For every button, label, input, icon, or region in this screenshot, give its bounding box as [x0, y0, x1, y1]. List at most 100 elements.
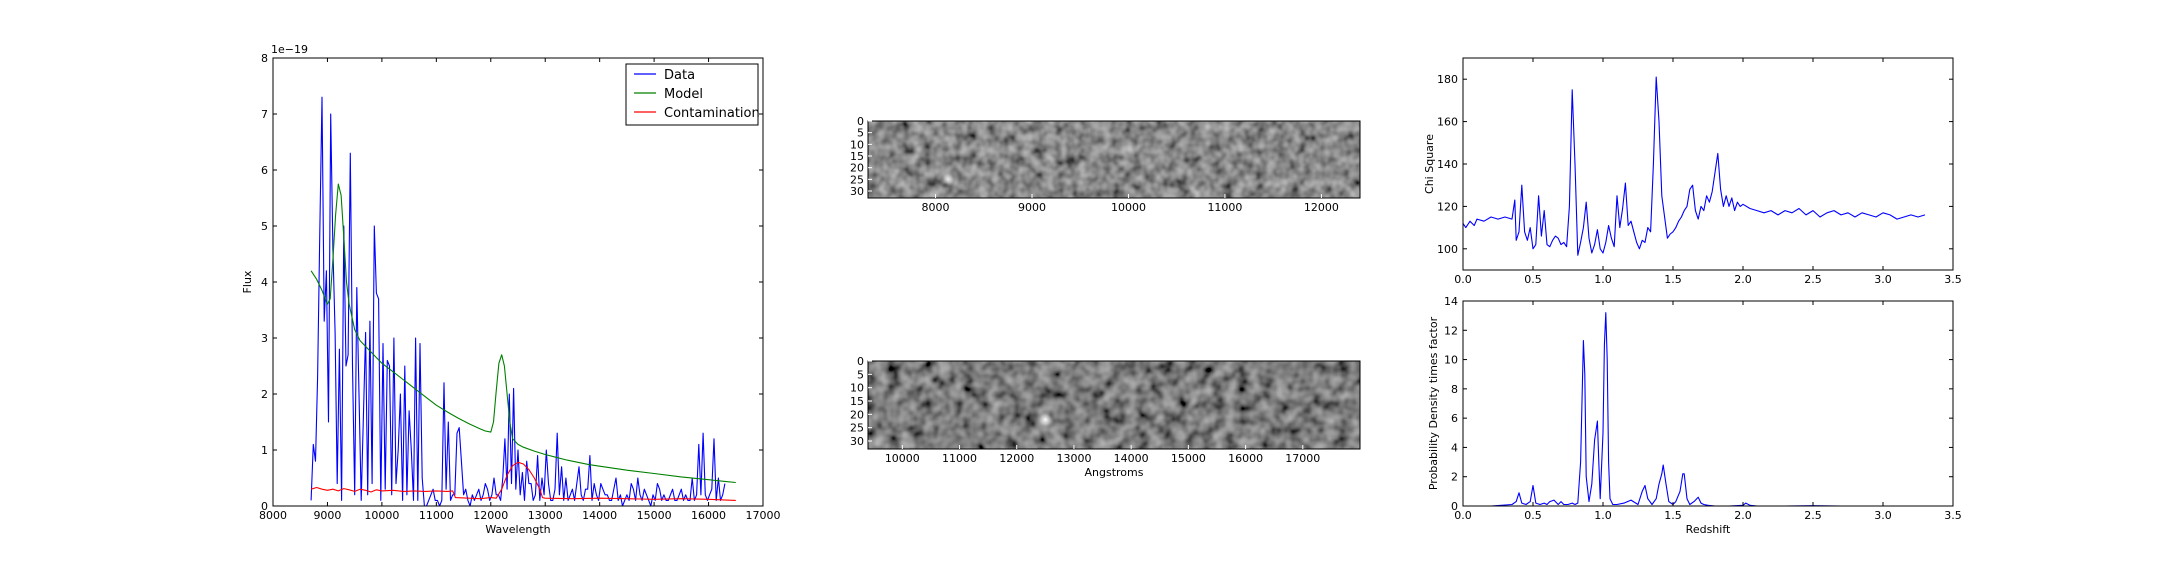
data-series-line	[1463, 312, 1925, 507]
y-tick-label: 30	[850, 185, 864, 198]
x-tick-label: 0.0	[1454, 509, 1472, 522]
x-tick-label: 15000	[637, 509, 672, 522]
y-tick-label: 10	[850, 138, 864, 151]
x-axis-label: Redshift	[1686, 523, 1731, 536]
y-tick-label: 12	[1444, 324, 1458, 337]
y-tick-label: 3	[261, 332, 268, 345]
legend-entry: Model	[664, 87, 703, 102]
x-tick-label: 11000	[1207, 201, 1242, 214]
stamp-frame	[867, 120, 1361, 199]
y-tick-label: 20	[850, 162, 864, 175]
x-tick-label: 8000	[922, 201, 950, 214]
y-tick-label: 4	[1451, 441, 1458, 454]
x-tick-label: 10000	[1111, 201, 1146, 214]
x-tick-label: 2.5	[1804, 273, 1822, 286]
x-tick-label: 0.5	[1524, 273, 1542, 286]
contamination-series-line	[310, 461, 736, 501]
legend-entry: Contamination	[664, 106, 760, 121]
plot-area	[273, 58, 763, 506]
x-tick-label: 12000	[1304, 201, 1339, 214]
bright-spot	[1036, 410, 1055, 429]
x-tick-label: 9000	[1018, 201, 1046, 214]
y-tick-label: 0	[261, 500, 268, 513]
data-series-line	[310, 96, 726, 507]
x-tick-label: 17000	[1285, 452, 1320, 465]
y-axis-label: Probability Density times factor	[1427, 316, 1440, 490]
bright-spot	[940, 171, 956, 187]
y-tick-label: 20	[850, 408, 864, 421]
x-tick-label: 14000	[1114, 452, 1149, 465]
legend-entry: Data	[664, 68, 695, 83]
y-tick-label: 2	[1451, 471, 1458, 484]
spectrum-panel: 8000 9000 10000 11000 12000 13000 14000 15000 16…	[241, 43, 781, 536]
y-tick-label: 25	[850, 173, 864, 186]
y-tick-label: 140	[1437, 158, 1458, 171]
x-tick-label: 15000	[1171, 452, 1206, 465]
x-tick-label: 13000	[528, 509, 563, 522]
plot-area	[1463, 58, 1953, 270]
x-tick-label: 16000	[1228, 452, 1263, 465]
stamp-image	[868, 121, 1360, 198]
y-tick-label: 14	[1444, 295, 1458, 308]
y-tick-label: 6	[261, 164, 268, 177]
stamp-frame	[867, 360, 1361, 450]
y-tick-label: 0	[1451, 500, 1458, 513]
y-tick-label: 15	[850, 395, 864, 408]
x-axis-label: Angstroms	[1085, 466, 1144, 479]
x-tick-label: 11000	[942, 452, 977, 465]
y-tick-label: 5	[857, 127, 864, 140]
x-tick-label: 8000	[259, 509, 287, 522]
x-tick-label: 0.5	[1524, 509, 1542, 522]
x-tick-label: 12000	[473, 509, 508, 522]
x-tick-label: 3.0	[1874, 273, 1892, 286]
stamp-image	[868, 361, 1360, 449]
y-tick-label: 25	[850, 422, 864, 435]
x-tick-label: 12000	[999, 452, 1034, 465]
x-tick-label: 2.0	[1734, 509, 1752, 522]
y-tick-label: 180	[1437, 73, 1458, 86]
y-tick-label: 8	[261, 52, 268, 65]
y-tick-label: 10	[1444, 354, 1458, 367]
stamp-bottom-panel: 10000 11000 12000 13000 14000 15000 16000 17000…	[850, 355, 1361, 479]
x-tick-label: 11000	[419, 509, 454, 522]
y-tick-label: 15	[850, 150, 864, 163]
y-axis-label: Flux	[241, 270, 254, 293]
chi-square-panel: 0.0 0.5 1.0 1.5 2.0 2.5 3.0 3.5 100 120 140 160 180 C…	[1423, 57, 1962, 286]
x-tick-label: 3.5	[1944, 273, 1962, 286]
x-tick-label: 1.5	[1664, 509, 1682, 522]
y-axis-label: Chi Square	[1423, 134, 1436, 194]
y-tick-label: 6	[1451, 412, 1458, 425]
y-tick-label: 100	[1437, 243, 1458, 256]
y-tick-label: 0	[857, 355, 864, 368]
x-tick-label: 1.0	[1594, 273, 1612, 286]
probability-panel: 0.0 0.5 1.0 1.5 2.0 2.5 3.0 3.5 0 2 4 6 8 10 12 14 Redsh…	[1427, 295, 1962, 536]
x-tick-label: 2.5	[1804, 509, 1822, 522]
legend: Data Model Contamination	[625, 63, 760, 126]
plot-area	[1463, 301, 1953, 506]
y-tick-label: 120	[1437, 200, 1458, 213]
y-tick-label: 2	[261, 388, 268, 401]
y-tick-label: 4	[261, 276, 268, 289]
y-tick-label: 7	[261, 108, 268, 121]
y-tick-label: 10	[850, 382, 864, 395]
x-tick-label: 2.0	[1734, 273, 1752, 286]
x-tick-label: 13000	[1056, 452, 1091, 465]
x-tick-label: 16000	[691, 509, 726, 522]
x-tick-label: 10000	[364, 509, 399, 522]
y-tick-label: 8	[1451, 383, 1458, 396]
y-tick-label: 1	[261, 444, 268, 457]
model-series-line	[310, 183, 736, 484]
y-tick-label: 5	[857, 368, 864, 381]
x-axis-label: Wavelength	[485, 523, 550, 536]
x-tick-label: 3.0	[1874, 509, 1892, 522]
x-tick-label: 10000	[885, 452, 920, 465]
x-tick-label: 14000	[582, 509, 617, 522]
offset-text: 1e−19	[271, 43, 308, 56]
y-tick-label: 5	[261, 220, 268, 233]
x-tick-label: 1.0	[1594, 509, 1612, 522]
y-tick-label: 0	[857, 115, 864, 128]
data-series-line	[1462, 76, 1926, 256]
x-tick-label: 0.0	[1454, 273, 1472, 286]
